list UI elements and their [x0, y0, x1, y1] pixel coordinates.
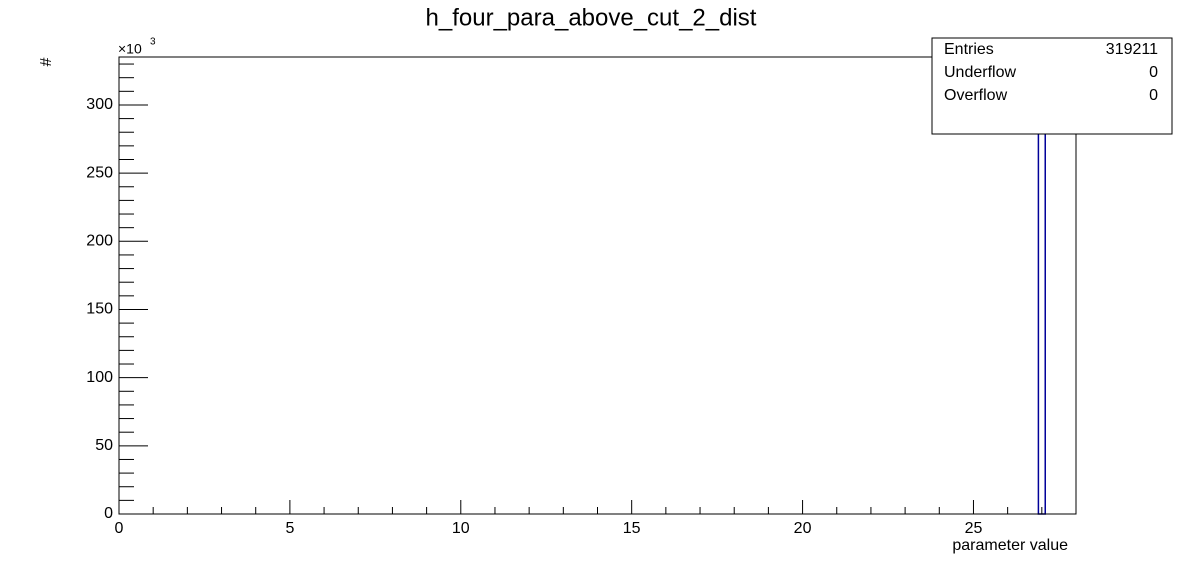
stats-label: Overflow: [944, 87, 1008, 104]
y-tick-label: 300: [86, 96, 113, 113]
stats-value: 319211: [1106, 41, 1158, 58]
stats-value: 0: [1149, 64, 1158, 81]
x-tick-label: 15: [623, 520, 641, 537]
y-tick-label: 250: [86, 164, 113, 181]
stats-label: Underflow: [944, 64, 1016, 81]
stats-value: 0: [1149, 87, 1158, 104]
x-tick-label: 5: [285, 520, 294, 537]
y-multiplier-exponent: 3: [150, 37, 156, 48]
y-tick-label: 0: [104, 505, 113, 522]
y-tick-label: 50: [95, 437, 113, 454]
x-tick-label: 25: [965, 520, 983, 537]
stats-box: [931, 37, 1173, 135]
chart-title: h_four_para_above_cut_2_dist: [426, 4, 757, 31]
stats-label: Entries: [944, 41, 994, 58]
x-tick-label: 10: [452, 520, 470, 537]
y-tick-label: 200: [86, 233, 113, 250]
x-tick-label: 20: [794, 520, 812, 537]
x-axis-label: parameter value: [952, 537, 1068, 554]
y-axis-label: #: [38, 57, 55, 66]
y-multiplier: ×10: [118, 41, 142, 57]
x-tick-label: 0: [115, 520, 124, 537]
y-tick-label: 100: [86, 369, 113, 386]
y-tick-label: 150: [86, 301, 113, 318]
